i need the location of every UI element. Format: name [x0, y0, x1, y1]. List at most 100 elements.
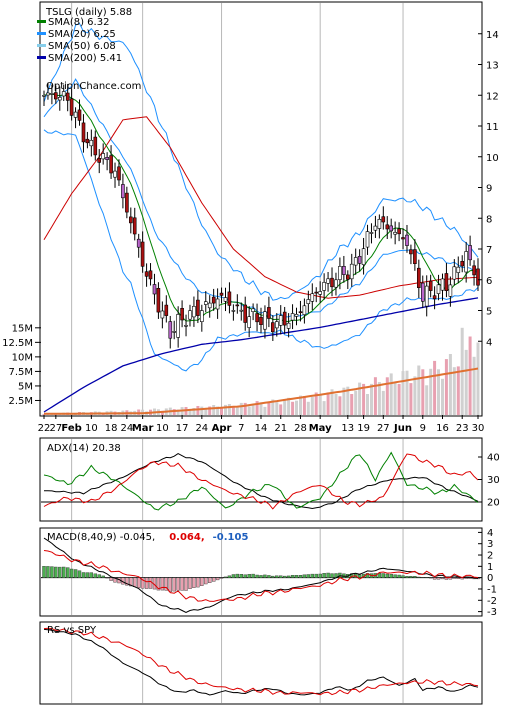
price-tick-label: 7: [486, 245, 492, 256]
macd-histogram-bar: [231, 574, 236, 578]
volume-bar: [326, 392, 330, 415]
x-tick-label: 21: [274, 423, 287, 434]
x-tick-label: 22: [38, 423, 51, 434]
candle-body: [444, 273, 449, 292]
candle-body: [345, 274, 350, 280]
candle-body: [413, 249, 417, 265]
candle-body: [409, 249, 413, 255]
candle-body: [243, 304, 247, 323]
legend-label: SMA(8) 6.32: [48, 17, 109, 28]
macd-histogram-bar: [97, 574, 101, 578]
candle-body: [294, 313, 299, 317]
candle-body: [113, 170, 117, 178]
candle-body: [42, 95, 46, 97]
volume-bar: [295, 400, 298, 415]
macd-histogram-bar: [417, 576, 421, 578]
x-tick-label: 13: [341, 423, 354, 434]
candle-body: [207, 302, 212, 309]
macd-histogram-bar: [101, 575, 105, 578]
volume-bar: [448, 354, 452, 415]
macd-histogram-bar: [50, 566, 54, 578]
price-tick-label: 8: [486, 214, 492, 225]
x-tick-label: Jun: [393, 423, 412, 434]
candle-body: [448, 284, 453, 297]
macd-histogram-bar: [211, 577, 216, 582]
candle-body: [255, 313, 259, 323]
sma200-line: [43, 297, 479, 413]
volume-bar: [200, 406, 204, 415]
volume-bar: [299, 395, 302, 415]
adx-title: ADX(14) 20.38: [47, 443, 121, 454]
x-tick-label: 19: [357, 423, 370, 434]
volume-bar: [224, 404, 227, 415]
macd-histogram-bar: [294, 575, 299, 578]
volume-bar: [247, 406, 251, 415]
legend-label: SMA(200) 5.41: [48, 53, 122, 64]
candle-body: [322, 282, 326, 291]
macd-histogram-bar: [65, 567, 70, 578]
x-tick-label: 9: [420, 423, 426, 434]
volume-bar: [437, 369, 440, 415]
macd-histogram-bar: [251, 573, 255, 578]
volume-bar: [417, 365, 421, 415]
volume-bar: [251, 404, 255, 415]
candle-body: [148, 270, 153, 280]
macd-histogram-bar: [160, 577, 165, 591]
candle-body: [353, 257, 358, 266]
volume-bar: [338, 396, 342, 415]
candle-body: [176, 314, 180, 338]
x-tick-label: 30: [472, 423, 485, 434]
price-panel-frame: [39, 1, 483, 417]
x-tick-label: May: [309, 423, 332, 434]
volume-bar: [464, 349, 468, 415]
macd-histogram-bar: [425, 577, 429, 578]
volume-bar: [362, 383, 366, 415]
candle-body: [440, 278, 445, 291]
macd-histogram-bar: [156, 577, 161, 591]
candle-body: [109, 155, 113, 174]
macd-histogram-bar: [77, 570, 82, 578]
volume-bar: [310, 396, 314, 415]
candle-body: [393, 232, 397, 235]
volume-bar: [421, 369, 425, 415]
macd-histogram-bar: [275, 575, 279, 578]
volume-bar: [429, 368, 433, 415]
candle-body: [251, 308, 255, 312]
macd-histogram-bar: [219, 577, 224, 579]
volume-bar: [255, 401, 259, 415]
macd-histogram-bar: [468, 577, 472, 579]
candle-body: [61, 91, 66, 97]
volume-bar: [220, 408, 223, 415]
candle-body: [200, 310, 204, 323]
macd-histogram-bar: [172, 577, 176, 592]
macd-histogram-bar: [357, 574, 362, 578]
macd-histogram-bar: [326, 572, 330, 578]
price-tick-label: 9: [486, 184, 492, 195]
candle-body: [192, 305, 196, 318]
x-tick-label: 24: [195, 423, 208, 434]
candle-body: [472, 265, 476, 276]
volume-bar: [283, 399, 287, 415]
candle-body: [306, 299, 311, 304]
candle-body: [369, 232, 374, 234]
volume-tick-label: 7.5M: [8, 367, 33, 378]
candle-body: [196, 299, 200, 316]
macd-histogram-bar: [283, 575, 287, 578]
macd-histogram-bar: [200, 577, 204, 587]
volume-bar: [472, 356, 476, 415]
candle-body: [129, 216, 133, 224]
candle-body: [140, 241, 145, 267]
candle-body: [73, 111, 78, 118]
candle-body: [456, 266, 461, 273]
volume-bar: [366, 394, 369, 415]
macd-histogram-bar: [440, 577, 445, 580]
candle-body: [389, 225, 394, 232]
macd-histogram-bar: [393, 574, 397, 578]
candle-body: [259, 316, 263, 326]
macd-histogram-bar: [125, 577, 129, 586]
candle-body: [117, 166, 121, 181]
candle-body: [373, 225, 378, 231]
macd-histogram-bar: [405, 576, 409, 578]
volume-bar: [389, 373, 393, 415]
